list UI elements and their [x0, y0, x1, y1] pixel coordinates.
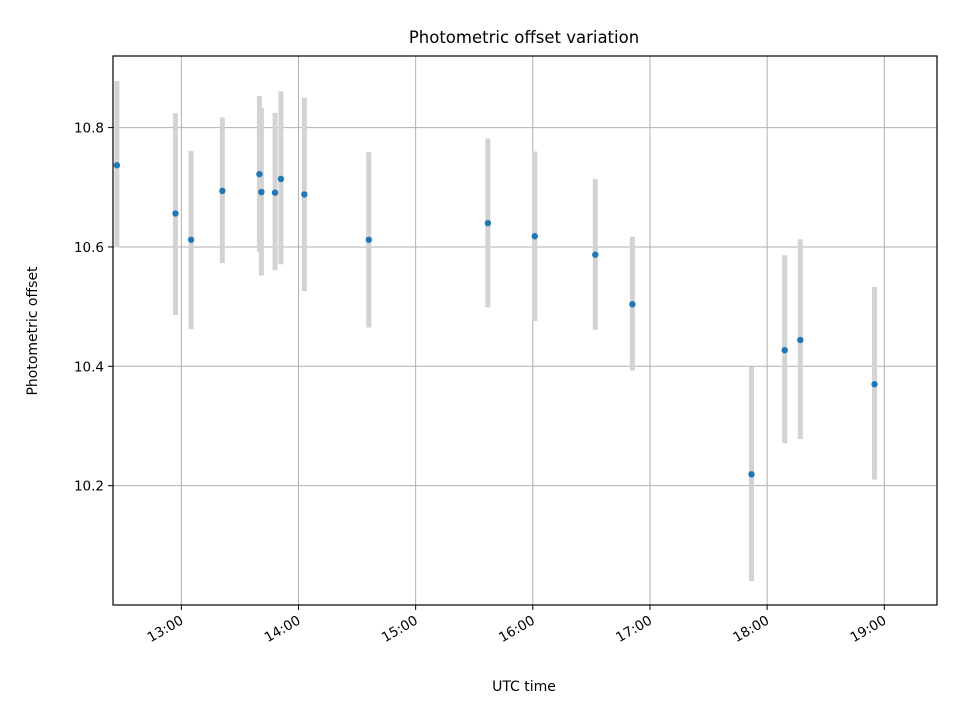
x-axis-ticks: 13:00 14:00 15:00 16:00 17:00 18:00 19:00: [145, 605, 890, 646]
x-tick-label: 16:00: [496, 613, 538, 646]
x-tick-label: 15:00: [379, 613, 421, 646]
data-point: [219, 187, 226, 195]
data-point: [187, 236, 195, 243]
data-point: [797, 336, 804, 344]
y-tick-label: 10.4: [74, 359, 104, 375]
data-point: [629, 301, 636, 308]
y-tick-label: 10.8: [74, 121, 104, 137]
data-point: [365, 236, 372, 243]
y-tick-label: 10.6: [74, 240, 104, 256]
y-tick-label: 10.2: [74, 479, 104, 495]
data-point: [258, 188, 265, 196]
data-points: [113, 162, 878, 478]
grid: [113, 56, 937, 605]
data-point: [781, 346, 788, 354]
chart-title: Photometric offset variation: [409, 28, 639, 47]
x-tick-label: 14:00: [262, 613, 304, 646]
data-point: [871, 381, 878, 388]
x-tick-label: 13:00: [145, 613, 187, 646]
data-point: [277, 175, 285, 183]
y-axis-ticks: 10.2 10.4 10.6 10.8: [74, 121, 113, 495]
data-point: [301, 191, 308, 198]
data-point: [531, 233, 538, 240]
data-point: [113, 162, 121, 169]
data-point: [256, 170, 263, 178]
x-tick-label: 18:00: [730, 613, 772, 646]
x-tick-label: 19:00: [848, 613, 890, 646]
x-axis-label: UTC time: [492, 679, 556, 695]
plot-frame: [112, 55, 938, 606]
data-point: [748, 471, 755, 478]
data-point: [592, 251, 599, 258]
x-tick-label: 17:00: [613, 613, 655, 646]
error-bars: [114, 81, 878, 582]
data-point: [172, 210, 179, 217]
data-point: [484, 219, 492, 227]
data-point: [271, 189, 279, 196]
y-axis-label: Photometric offset: [25, 266, 41, 396]
